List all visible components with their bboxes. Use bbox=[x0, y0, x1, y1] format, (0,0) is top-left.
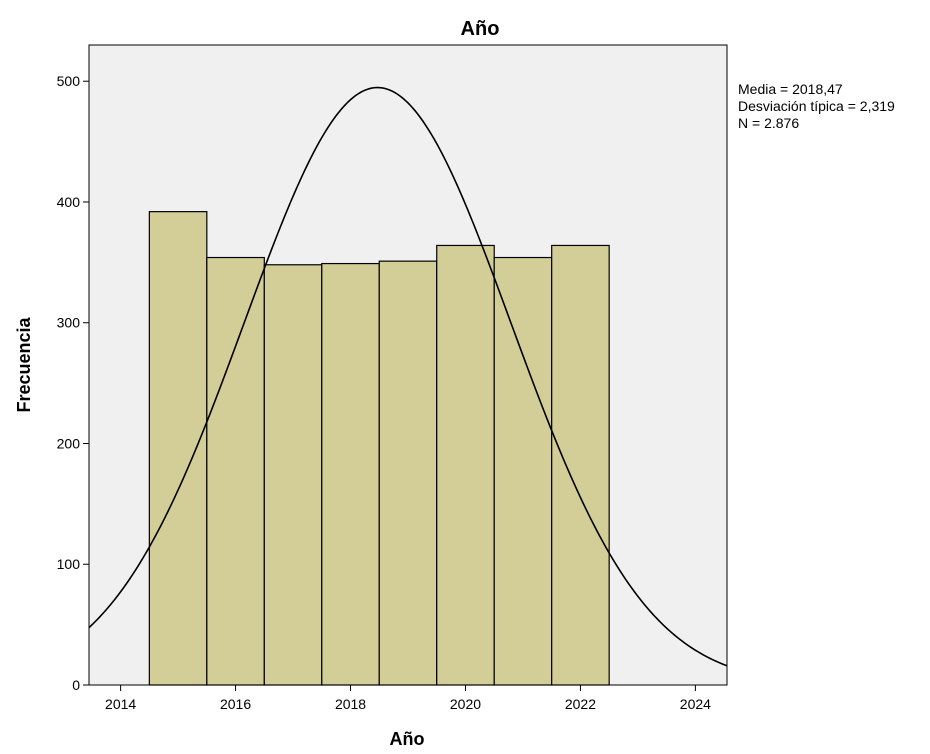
histogram-bar bbox=[493, 256, 553, 686]
histogram-bar bbox=[148, 211, 208, 686]
histogram-bar bbox=[551, 244, 610, 686]
histogram-bar bbox=[436, 244, 495, 686]
x-tick-label: 2014 bbox=[105, 696, 136, 712]
y-tick-label: 100 bbox=[57, 556, 81, 572]
y-tick-label: 400 bbox=[57, 194, 81, 210]
x-tick-label: 2020 bbox=[450, 696, 481, 712]
histogram-bar bbox=[206, 256, 265, 686]
y-tick-label: 500 bbox=[57, 73, 81, 89]
y-tick-label: 200 bbox=[57, 435, 81, 451]
stats-n: N = 2.876 bbox=[738, 115, 799, 131]
bars-group bbox=[148, 211, 610, 686]
histogram-bar bbox=[263, 264, 323, 686]
x-tick-label: 2018 bbox=[335, 696, 366, 712]
statistics-legend: Media = 2018,47 Desviación típica = 2,31… bbox=[738, 81, 895, 131]
x-tick-label: 2016 bbox=[220, 696, 251, 712]
plot-frame bbox=[88, 44, 728, 686]
normal-curve bbox=[88, 86, 728, 667]
x-axis-title: Año bbox=[390, 729, 425, 749]
y-axis: 0 100 200 300 400 500 bbox=[57, 73, 89, 693]
histogram-bar bbox=[321, 262, 380, 686]
y-tick-label: 300 bbox=[57, 315, 81, 331]
stats-std-dev: Desviación típica = 2,319 bbox=[738, 98, 895, 114]
x-axis: 2014 2016 2018 2020 2022 2024 bbox=[105, 685, 711, 712]
chart-title: Año bbox=[461, 18, 500, 40]
x-tick-label: 2022 bbox=[565, 696, 596, 712]
x-tick-label: 2024 bbox=[680, 696, 711, 712]
histogram-bar bbox=[378, 260, 438, 686]
stats-mean: Media = 2018,47 bbox=[738, 81, 843, 97]
y-axis-title: Frecuencia bbox=[14, 316, 34, 412]
y-tick-label: 0 bbox=[72, 677, 80, 693]
